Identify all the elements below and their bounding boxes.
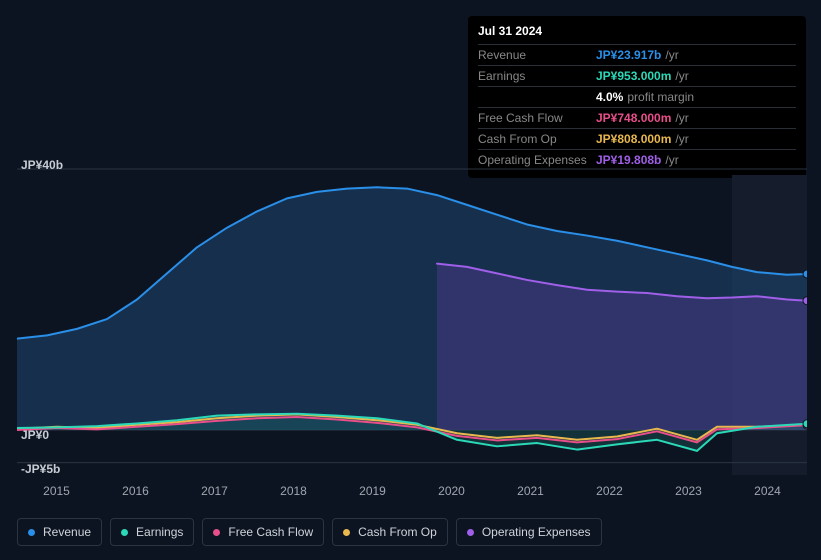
x-axis-label: 2019 xyxy=(359,484,386,498)
tooltip-suffix: /yr xyxy=(675,69,688,83)
x-axis-label: 2023 xyxy=(675,484,702,498)
x-axis-label: 2024 xyxy=(754,484,781,498)
legend-label: Free Cash Flow xyxy=(228,525,313,539)
x-axis-label: 2022 xyxy=(596,484,623,498)
tooltip-rows: RevenueJP¥23.917b/yrEarningsJP¥953.000m/… xyxy=(478,44,796,170)
legend-label: Revenue xyxy=(43,525,91,539)
tooltip-row: Free Cash FlowJP¥748.000m/yr xyxy=(478,107,796,128)
y-axis-label: JP¥40b xyxy=(21,158,63,172)
legend-dot-icon xyxy=(213,529,220,536)
tooltip-suffix: /yr xyxy=(675,132,688,146)
legend-dot-icon xyxy=(28,529,35,536)
tooltip-row: Cash From OpJP¥808.000m/yr xyxy=(478,128,796,149)
y-axis-label: -JP¥5b xyxy=(21,462,60,476)
tooltip-date: Jul 31 2024 xyxy=(478,24,796,44)
legend-label: Operating Expenses xyxy=(482,525,591,539)
y-axis-label: JP¥0 xyxy=(21,428,49,442)
legend-item[interactable]: Revenue xyxy=(17,518,102,546)
legend-label: Cash From Op xyxy=(358,525,437,539)
legend-label: Earnings xyxy=(136,525,183,539)
legend-dot-icon xyxy=(343,529,350,536)
x-axis-label: 2017 xyxy=(201,484,228,498)
tooltip-value: JP¥808.000m xyxy=(596,132,671,146)
tooltip-suffix: /yr xyxy=(675,111,688,125)
legend-item[interactable]: Cash From Op xyxy=(332,518,448,546)
chart-legend: Revenue Earnings Free Cash Flow Cash From O… xyxy=(17,518,602,546)
legend-dot-icon xyxy=(121,529,128,536)
tooltip-suffix: profit margin xyxy=(627,90,694,104)
tooltip-value: JP¥953.000m xyxy=(596,69,671,83)
chart-tooltip: Jul 31 2024 RevenueJP¥23.917b/yrEarnings… xyxy=(468,16,806,178)
x-axis-labels: 2015 2016 2017 2018 2019 2020 2021 2022 2023 2024 xyxy=(17,484,807,498)
legend-item[interactable]: Free Cash Flow xyxy=(202,518,324,546)
x-axis-label: 2020 xyxy=(438,484,465,498)
financials-chart[interactable]: JP¥40bJP¥0-JP¥5b 20152016201720182019202… xyxy=(17,160,807,480)
legend-item[interactable]: Earnings xyxy=(110,518,194,546)
tooltip-row: 4.0% profit margin xyxy=(478,86,796,107)
legend-dot-icon xyxy=(467,529,474,536)
tooltip-label: Earnings xyxy=(478,69,596,83)
tooltip-row: EarningsJP¥953.000m/yr xyxy=(478,65,796,86)
chart-svg xyxy=(17,160,807,480)
x-axis-label: 2016 xyxy=(122,484,149,498)
tooltip-suffix: /yr xyxy=(665,48,678,62)
x-axis-label: 2018 xyxy=(280,484,307,498)
tooltip-value: 4.0% xyxy=(596,90,623,104)
tooltip-row: RevenueJP¥23.917b/yr xyxy=(478,44,796,65)
x-axis-label: 2015 xyxy=(43,484,70,498)
legend-item[interactable]: Operating Expenses xyxy=(456,518,602,546)
tooltip-label: Free Cash Flow xyxy=(478,111,596,125)
tooltip-value: JP¥23.917b xyxy=(596,48,661,62)
x-axis-label: 2021 xyxy=(517,484,544,498)
tooltip-value: JP¥748.000m xyxy=(596,111,671,125)
tooltip-label: Cash From Op xyxy=(478,132,596,146)
tooltip-label: Revenue xyxy=(478,48,596,62)
